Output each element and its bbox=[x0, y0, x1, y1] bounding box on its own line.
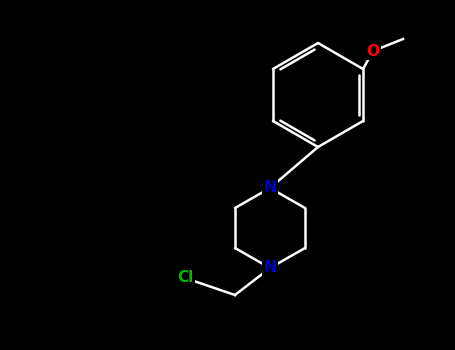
Text: Cl: Cl bbox=[177, 271, 193, 286]
Text: N: N bbox=[263, 181, 276, 196]
Text: O: O bbox=[367, 43, 379, 58]
Text: N: N bbox=[263, 260, 276, 275]
